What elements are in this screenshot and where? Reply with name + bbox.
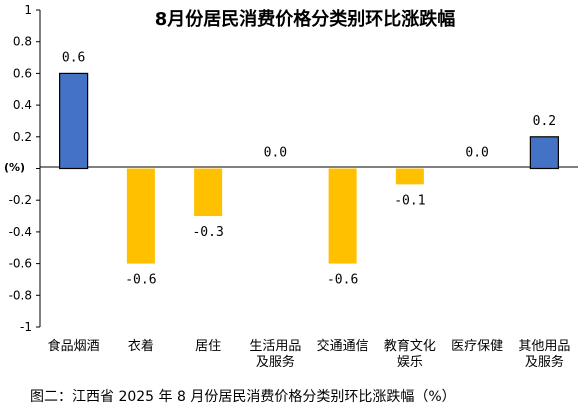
y-tick-label: -0.6 bbox=[9, 257, 32, 271]
y-tick-label: -0.4 bbox=[9, 225, 32, 239]
bar bbox=[529, 136, 559, 170]
data-label: -0.6 bbox=[327, 273, 358, 288]
category-label: 生活用品 bbox=[249, 339, 301, 354]
bar bbox=[59, 72, 89, 170]
category-label: 交通通信 bbox=[317, 338, 369, 354]
category-label: 衣着 bbox=[128, 338, 154, 354]
y-tick-label: -0.2 bbox=[9, 193, 32, 207]
bar bbox=[194, 168, 223, 217]
category-label: 及服务 bbox=[256, 354, 295, 370]
category-label: 医疗保健 bbox=[451, 339, 503, 354]
y-tick-label: 0.8 bbox=[13, 35, 32, 49]
y-tick-label: -1 bbox=[20, 320, 32, 334]
category-label: 其他用品 bbox=[518, 339, 570, 354]
data-label: -0.3 bbox=[192, 225, 223, 240]
data-label: 0.0 bbox=[264, 146, 287, 161]
data-label: -0.6 bbox=[125, 273, 156, 288]
category-label: 食品烟酒 bbox=[48, 338, 100, 354]
category-label: 娱乐 bbox=[397, 355, 423, 370]
category-label: 及服务 bbox=[525, 354, 564, 370]
bars bbox=[59, 72, 559, 264]
y-tick-label: 0.4 bbox=[13, 98, 32, 112]
bar bbox=[328, 168, 357, 264]
y-tick-label: -0.8 bbox=[9, 288, 32, 302]
category-label: 居住 bbox=[195, 339, 221, 354]
data-label: -0.1 bbox=[394, 193, 425, 208]
data-labels: 0.6 -0.6 -0.3 0.0 -0.6 -0.1 0.0 0.2 bbox=[62, 50, 556, 287]
chart-title: 8月份居民消费价格分类别环比涨跌幅 bbox=[155, 8, 456, 30]
y-tick-label: 1 bbox=[24, 3, 32, 17]
y-unit-label: (%) bbox=[4, 161, 25, 174]
data-label: 0.6 bbox=[62, 50, 85, 65]
y-tick-label: 0.2 bbox=[13, 130, 32, 144]
figure-caption: 图二：江西省 2025 年 8 月份居民消费价格分类别环比涨跌幅（%） bbox=[30, 389, 456, 405]
bar bbox=[395, 168, 424, 185]
data-label: 0.0 bbox=[465, 146, 488, 161]
y-tick-label: 0.6 bbox=[13, 66, 32, 80]
bar bbox=[126, 168, 155, 264]
y-ticks: -1 -0.8 -0.6 -0.4 -0.2 0.2 0.4 0.6 0.8 1 bbox=[9, 3, 40, 334]
category-label: 教育文化 bbox=[384, 338, 436, 354]
data-label: 0.2 bbox=[533, 114, 556, 129]
